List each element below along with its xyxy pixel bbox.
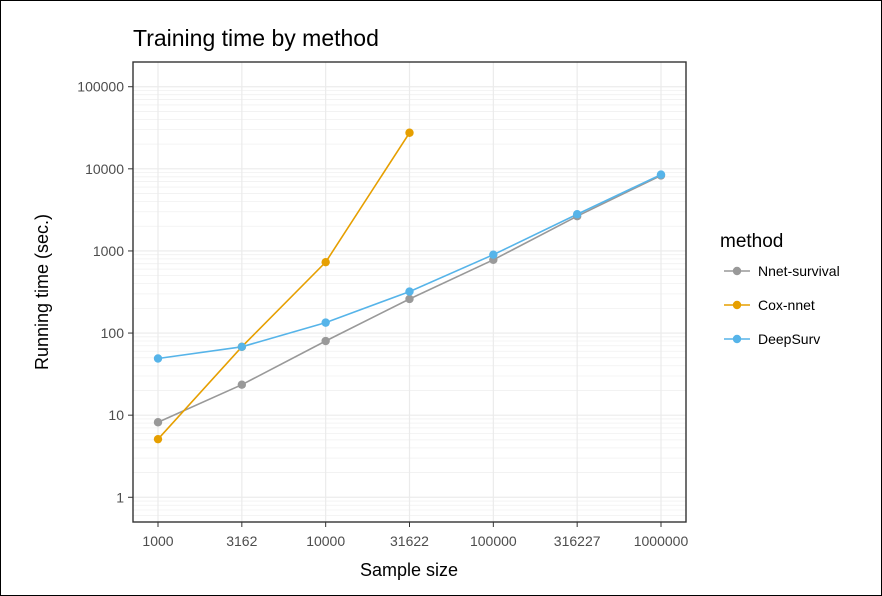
x-tick-label: 1000000 (634, 533, 689, 549)
data-point-nnet-survival (153, 418, 163, 427)
legend-label: DeepSurv (758, 331, 820, 347)
data-point-cox-nnet (153, 434, 163, 444)
x-tick-label: 10000 (306, 533, 345, 549)
legend-item-cox-nnet: Cox-nnet (724, 297, 815, 313)
y-tick-label: 1000 (93, 243, 124, 259)
y-tick-label: 10000 (85, 161, 124, 177)
series-points (153, 128, 666, 444)
data-point-cox-nnet (405, 128, 414, 137)
data-point-deepsurv (489, 250, 498, 259)
y-tick-label: 100000 (77, 79, 124, 95)
y-axis-label: Running time (sec.) (32, 214, 52, 370)
grid (133, 62, 686, 522)
x-tick-label: 100000 (470, 533, 517, 549)
data-point-cox-nnet (321, 257, 330, 267)
series-line-cox-nnet (157, 132, 411, 440)
legend-key-point (732, 266, 742, 276)
legend-key-point (732, 334, 742, 344)
data-point-deepsurv (572, 210, 582, 219)
data-point-deepsurv (153, 354, 163, 363)
data-point-deepsurv (321, 318, 330, 327)
x-tick-label: 1000 (142, 533, 173, 549)
chart-title: Training time by method (133, 25, 379, 51)
data-point-deepsurv (405, 287, 414, 296)
y-tick-label: 1 (116, 489, 124, 505)
x-tick-label: 3162 (226, 533, 257, 549)
data-point-deepsurv (237, 342, 247, 352)
y-tick-label: 100 (101, 325, 125, 341)
x-tick-label: 31622 (390, 533, 429, 549)
data-point-nnet-survival (405, 294, 414, 304)
data-point-deepsurv (656, 170, 666, 179)
legend-item-deepsurv: DeepSurv (724, 331, 820, 347)
x-axis-ticks: 1000 3162 10000 31622 100000 316227 1000000 (142, 522, 688, 549)
y-axis-ticks: 1 10 100 1000 10000 100000 (77, 79, 133, 505)
legend: method Nnet-survival Cox-nnet DeepSurv (720, 231, 840, 347)
x-axis-label: Sample size (360, 560, 458, 580)
data-point-nnet-survival (321, 336, 330, 346)
x-tick-label: 316227 (554, 533, 601, 549)
y-tick-label: 10 (108, 407, 124, 423)
legend-title: method (720, 231, 783, 252)
data-point-nnet-survival (237, 380, 247, 389)
legend-label: Nnet-survival (758, 263, 840, 279)
legend-label: Cox-nnet (758, 297, 815, 313)
legend-key-point (732, 300, 742, 310)
legend-item-nnet-survival: Nnet-survival (724, 263, 840, 279)
